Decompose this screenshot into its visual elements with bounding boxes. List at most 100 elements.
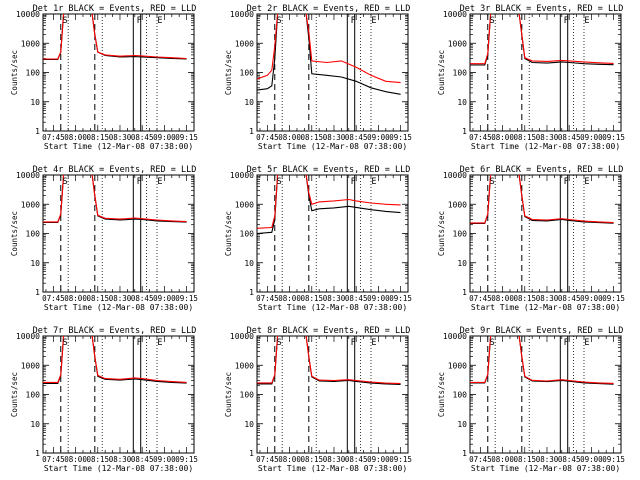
x-tick-label: 09:00	[367, 133, 390, 142]
x-tick-label: 09:15	[389, 294, 412, 303]
x-tick-label: 07:45	[256, 133, 279, 142]
flag-label: E	[371, 16, 376, 26]
chart-panel: Det 4r BLACK = Events, RED = LLD 1 10 100 10…	[10, 165, 198, 312]
x-tick-label: 07:45	[469, 455, 492, 464]
flag-label: F	[137, 16, 142, 26]
plot-frame	[469, 335, 622, 454]
x-tick-label: 08:45	[558, 455, 581, 464]
x-tick-label: 08:45	[345, 455, 368, 464]
x-tick-label: 08:30	[536, 133, 559, 142]
x-tick-label: 09:00	[153, 294, 176, 303]
flag-label: E	[584, 177, 589, 187]
x-axis-label: Start Time (12-Mar-08 07:38:00)	[44, 464, 193, 473]
x-tick-label: 08:00	[491, 294, 514, 303]
x-tick-label: 08:00	[278, 455, 301, 464]
plot-area	[43, 14, 187, 131]
chart-panel: Det 3r BLACK = Events, RED = LLD 1 10 100 10…	[437, 4, 625, 151]
y-tick-label: 1000	[448, 200, 467, 209]
chart-panel: Det 8r BLACK = Events, RED = LLD 1 10 100 10…	[224, 326, 412, 473]
plot-area	[257, 336, 401, 453]
x-tick-label: 09:00	[153, 455, 176, 464]
x-tick-label: 08:15	[300, 455, 323, 464]
plot-area	[257, 175, 401, 292]
x-tick-label: 08:00	[64, 294, 87, 303]
chart-title: Det 7r BLACK = Events, RED = LLD	[33, 326, 197, 336]
plot-frame	[256, 13, 409, 132]
y-tick-label: 10	[244, 259, 254, 268]
flag-label: F	[137, 338, 142, 348]
y-tick-label: 10000	[16, 10, 40, 19]
y-tick-label: 1	[462, 127, 467, 136]
chart-title: Det 6r BLACK = Events, RED = LLD	[460, 165, 624, 175]
y-axis-label: Counts/sec	[10, 372, 19, 417]
x-tick-label: 08:30	[323, 133, 346, 142]
plot-area	[470, 336, 614, 453]
series-line-lld	[470, 175, 614, 224]
x-tick-label: 08:00	[278, 294, 301, 303]
x-tick-label: 08:15	[86, 133, 109, 142]
y-axis-label: Counts/sec	[10, 50, 19, 95]
flag-label: E	[584, 338, 589, 348]
x-tick-label: 09:15	[602, 294, 625, 303]
chart-panel: Det 9r BLACK = Events, RED = LLD 1 10 100 10…	[437, 326, 625, 473]
x-axis-label: Start Time (12-Mar-08 07:38:00)	[258, 303, 407, 312]
flag-label: S	[63, 16, 68, 26]
chart-title: Det 3r BLACK = Events, RED = LLD	[460, 4, 624, 14]
y-tick-label: 10000	[443, 10, 467, 19]
series-line-lld	[43, 336, 187, 383]
y-tick-label: 1000	[235, 361, 254, 370]
series-line-lld	[470, 336, 614, 384]
y-tick-label: 100	[240, 230, 255, 239]
flag-label: F	[351, 338, 356, 348]
chart-title: Det 4r BLACK = Events, RED = LLD	[33, 165, 197, 175]
plot-frame	[42, 174, 195, 293]
series-line-lld	[257, 14, 401, 84]
y-tick-label: 10	[457, 420, 467, 429]
x-axis-label: Start Time (12-Mar-08 07:38:00)	[44, 142, 193, 151]
x-axis-label: Start Time (12-Mar-08 07:38:00)	[471, 303, 620, 312]
y-axis-label: Counts/sec	[437, 372, 446, 417]
flag-label: S	[490, 16, 495, 26]
y-tick-label: 100	[453, 391, 468, 400]
x-tick-label: 08:30	[536, 455, 559, 464]
x-axis-label: Start Time (12-Mar-08 07:38:00)	[258, 464, 407, 473]
x-tick-label: 09:00	[153, 133, 176, 142]
y-tick-label: 1000	[448, 39, 467, 48]
x-tick-label: 08:15	[300, 294, 323, 303]
y-tick-label: 100	[240, 69, 255, 78]
x-tick-label: 08:45	[558, 294, 581, 303]
series-line-lld	[43, 175, 187, 223]
x-tick-label: 07:45	[42, 294, 65, 303]
y-tick-label: 100	[453, 69, 468, 78]
y-tick-label: 100	[26, 230, 41, 239]
plot-area	[43, 336, 187, 453]
x-tick-label: 09:00	[580, 133, 603, 142]
y-tick-label: 1	[249, 288, 254, 297]
x-tick-label: 08:30	[536, 294, 559, 303]
x-tick-label: 08:45	[131, 133, 154, 142]
x-tick-label: 08:45	[345, 133, 368, 142]
chart-panel: Det 5r BLACK = Events, RED = LLD 1 10 100 10…	[224, 165, 412, 312]
y-tick-label: 10000	[443, 332, 467, 341]
chart-title: Det 5r BLACK = Events, RED = LLD	[247, 165, 411, 175]
flag-label: S	[277, 177, 282, 187]
plot-area	[43, 175, 187, 292]
y-tick-label: 1	[35, 288, 40, 297]
chart-title: Det 8r BLACK = Events, RED = LLD	[247, 326, 411, 336]
flag-label: F	[137, 177, 142, 187]
y-tick-label: 10000	[230, 10, 254, 19]
y-tick-label: 10000	[16, 171, 40, 180]
chart-panel: Det 7r BLACK = Events, RED = LLD 1 10 100 10…	[10, 326, 198, 473]
x-tick-label: 08:45	[131, 294, 154, 303]
x-axis-label: Start Time (12-Mar-08 07:38:00)	[44, 303, 193, 312]
x-tick-label: 08:00	[278, 133, 301, 142]
flag-label: E	[157, 16, 162, 26]
x-tick-label: 08:15	[513, 294, 536, 303]
y-tick-label: 10	[30, 259, 40, 268]
x-tick-label: 08:15	[513, 455, 536, 464]
y-tick-label: 10000	[230, 332, 254, 341]
x-tick-label: 09:15	[389, 455, 412, 464]
series-line-events	[257, 14, 401, 95]
chart-panel: Det 1r BLACK = Events, RED = LLD 1 10 100 10…	[10, 4, 198, 151]
